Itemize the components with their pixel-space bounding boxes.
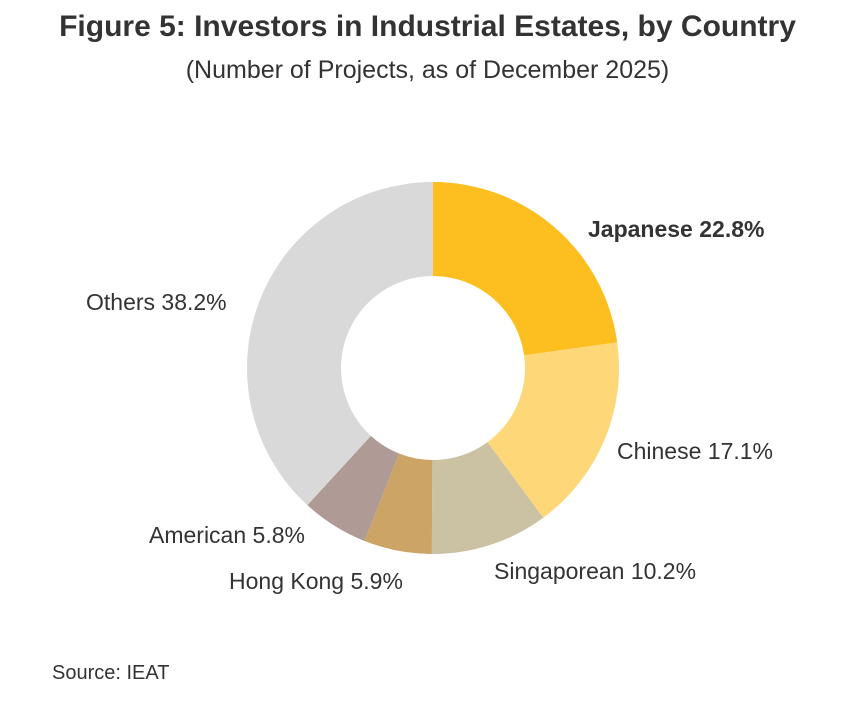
chart-subtitle: (Number of Projects, as of December 2025… [185,56,670,84]
source-note: Source: IEAT [52,662,170,684]
slice-singaporean [431,442,544,554]
slice-label-american: American 5.8% [149,522,305,548]
slice-labels: Japanese 22.8% Chinese 17.1% Singaporean 1… [86,216,773,594]
slice-label-others: Others 38.2% [86,289,227,315]
slice-japanese [433,182,618,356]
slice-others [246,182,433,506]
slice-chinese [487,342,619,518]
slice-label-japanese: Japanese 22.8% [588,216,764,242]
slice-label-hong-kong: Hong Kong 5.9% [229,568,403,594]
donut-slices [246,182,619,554]
slice-label-chinese: Chinese 17.1% [617,438,773,464]
slice-label-singaporean: Singaporean 10.2% [494,558,696,584]
slice-american [307,435,400,541]
slice-hong-kong [364,453,433,554]
chart-title: Figure 5: Investors in Industrial Estate… [59,10,796,43]
